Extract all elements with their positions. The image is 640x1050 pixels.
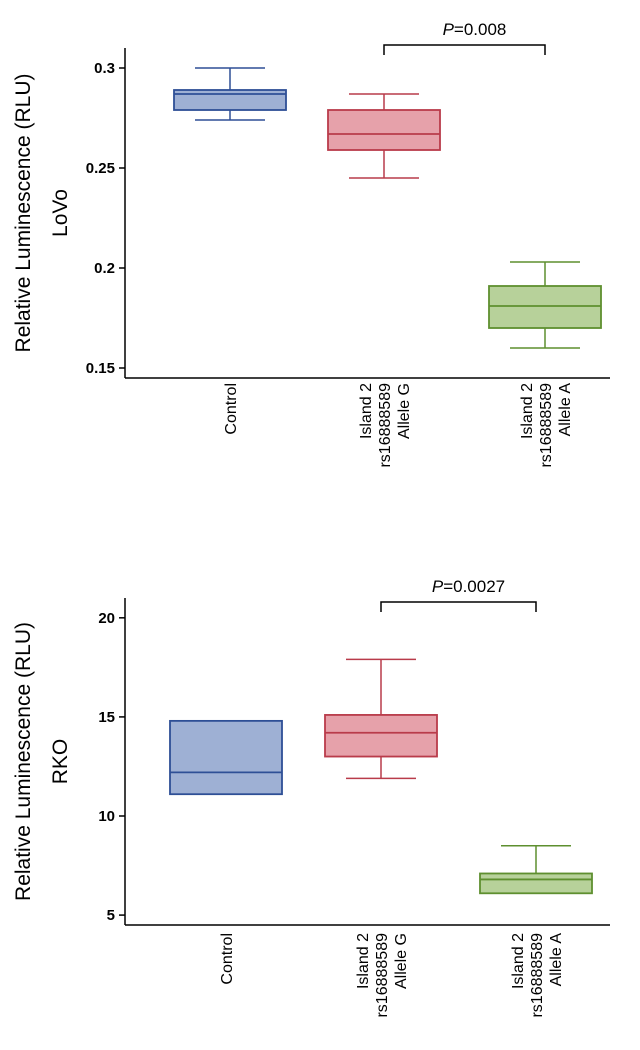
box-iqr bbox=[324, 714, 438, 758]
box-iqr bbox=[488, 285, 602, 329]
category-label-line: Allele G bbox=[396, 383, 413, 439]
category-label-line: Island 2 bbox=[358, 383, 375, 439]
category-label-line: rs16888589 bbox=[529, 933, 546, 1018]
box-iqr bbox=[327, 109, 441, 151]
category-label-2: Island 2 rs16888589 Allele G bbox=[358, 383, 413, 468]
p-value-label: P=0.0027 bbox=[432, 577, 505, 596]
p-symbol: P bbox=[443, 20, 455, 39]
box-iqr bbox=[173, 89, 287, 111]
cell-line-label: RKO bbox=[49, 739, 72, 785]
category-label-line: Island 2 bbox=[510, 933, 527, 989]
chart-panel-2: 5 10 15 20 Relative Luminescence (RLU) RKO Con… bbox=[12, 577, 610, 1018]
category-label-line: rs16888589 bbox=[377, 383, 394, 468]
y-tick-label: 20 bbox=[98, 610, 115, 627]
box-3 bbox=[488, 261, 602, 349]
y-axis-label: Relative Luminescence (RLU) bbox=[12, 622, 35, 901]
category-label-1: Control bbox=[219, 933, 236, 985]
chart-panel-1: 0.15 0.2 0.25 0.3 Relative Luminescence (RLU… bbox=[12, 20, 610, 468]
box-2 bbox=[324, 658, 438, 780]
category-label-3: Island 2 rs16888589 Allele A bbox=[510, 933, 565, 1018]
y-tick-label: 10 bbox=[98, 808, 115, 825]
p-value: =0.0027 bbox=[443, 577, 505, 596]
category-label-line: Control bbox=[219, 933, 236, 985]
box-2 bbox=[327, 93, 441, 179]
y-tick-label: 0.15 bbox=[86, 360, 115, 377]
p-value: =0.008 bbox=[454, 20, 506, 39]
category-label-line: Allele A bbox=[557, 383, 574, 437]
y-tick-label: 15 bbox=[98, 709, 115, 726]
p-symbol: P bbox=[432, 577, 444, 596]
category-label-line: Allele G bbox=[393, 933, 410, 989]
box-iqr bbox=[479, 872, 593, 895]
y-tick-label: 0.3 bbox=[94, 60, 115, 77]
box-1 bbox=[173, 67, 287, 121]
category-label-3: Island 2 rs16888589 Allele A bbox=[519, 383, 574, 468]
box-1 bbox=[169, 719, 283, 796]
significance-bracket bbox=[380, 601, 537, 612]
y-tick-label: 0.25 bbox=[86, 160, 115, 177]
category-label-line: Control bbox=[223, 383, 240, 435]
category-label-line: Allele A bbox=[548, 933, 565, 987]
cell-line-label: LoVo bbox=[49, 189, 72, 237]
box-3 bbox=[479, 844, 593, 895]
category-label-1: Control bbox=[223, 383, 240, 435]
significance-bracket bbox=[383, 44, 546, 55]
category-label-2: Island 2 rs16888589 Allele G bbox=[355, 933, 410, 1018]
p-value-label: P=0.008 bbox=[443, 20, 507, 39]
box-iqr bbox=[169, 719, 283, 796]
category-label-line: rs16888589 bbox=[374, 933, 391, 1018]
category-label-line: rs16888589 bbox=[538, 383, 555, 468]
y-axis-label: Relative Luminescence (RLU) bbox=[12, 74, 35, 353]
category-label-line: Island 2 bbox=[519, 383, 536, 439]
category-label-line: Island 2 bbox=[355, 933, 372, 989]
y-tick-label: 0.2 bbox=[94, 260, 115, 277]
y-tick-label: 5 bbox=[107, 907, 115, 924]
